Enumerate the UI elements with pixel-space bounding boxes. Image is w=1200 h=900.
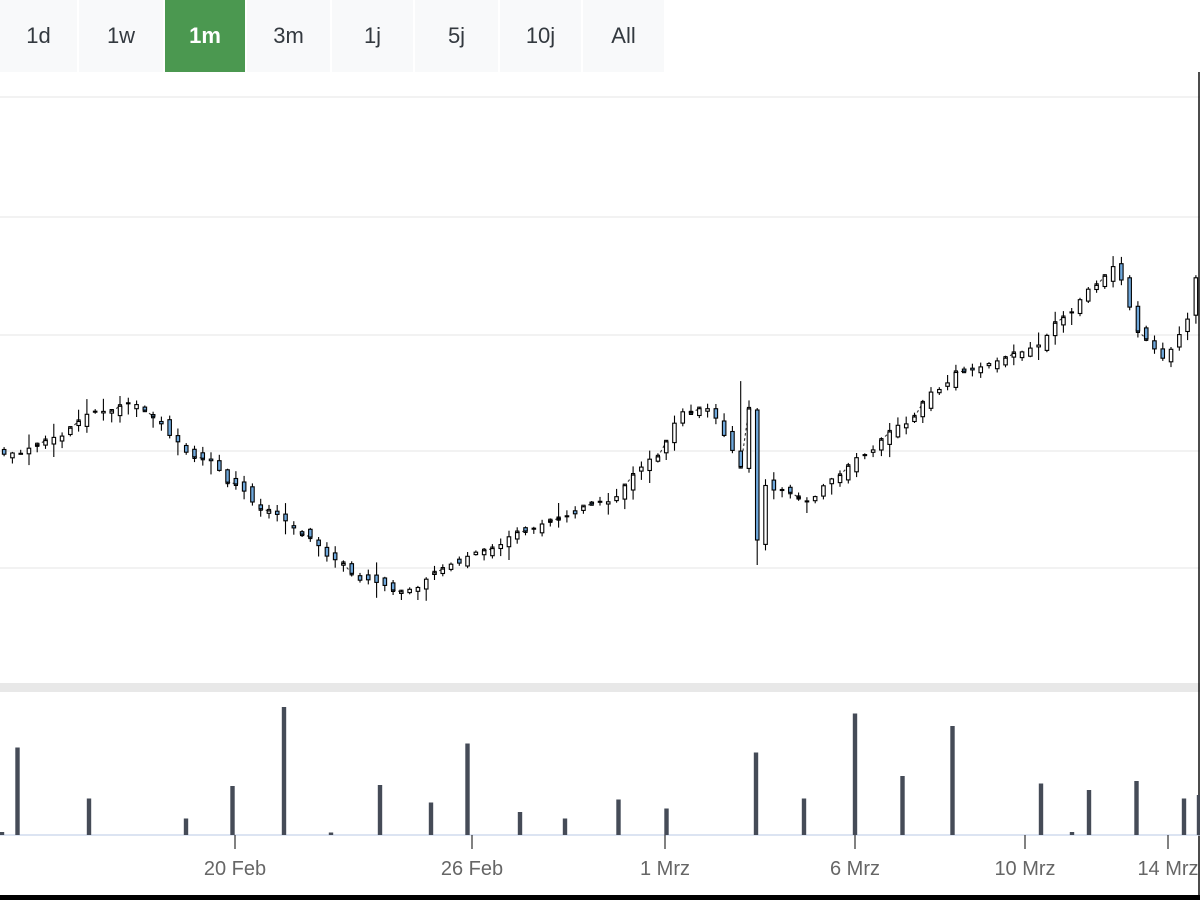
svg-text:1 Mrz: 1 Mrz xyxy=(640,858,690,880)
svg-text:10 Mrz: 10 Mrz xyxy=(994,858,1055,880)
svg-text:6 Mrz: 6 Mrz xyxy=(830,858,880,880)
svg-text:26 Feb: 26 Feb xyxy=(441,858,503,880)
svg-text:14 Mrz: 14 Mrz xyxy=(1137,858,1198,880)
svg-text:20 Feb: 20 Feb xyxy=(204,858,266,880)
